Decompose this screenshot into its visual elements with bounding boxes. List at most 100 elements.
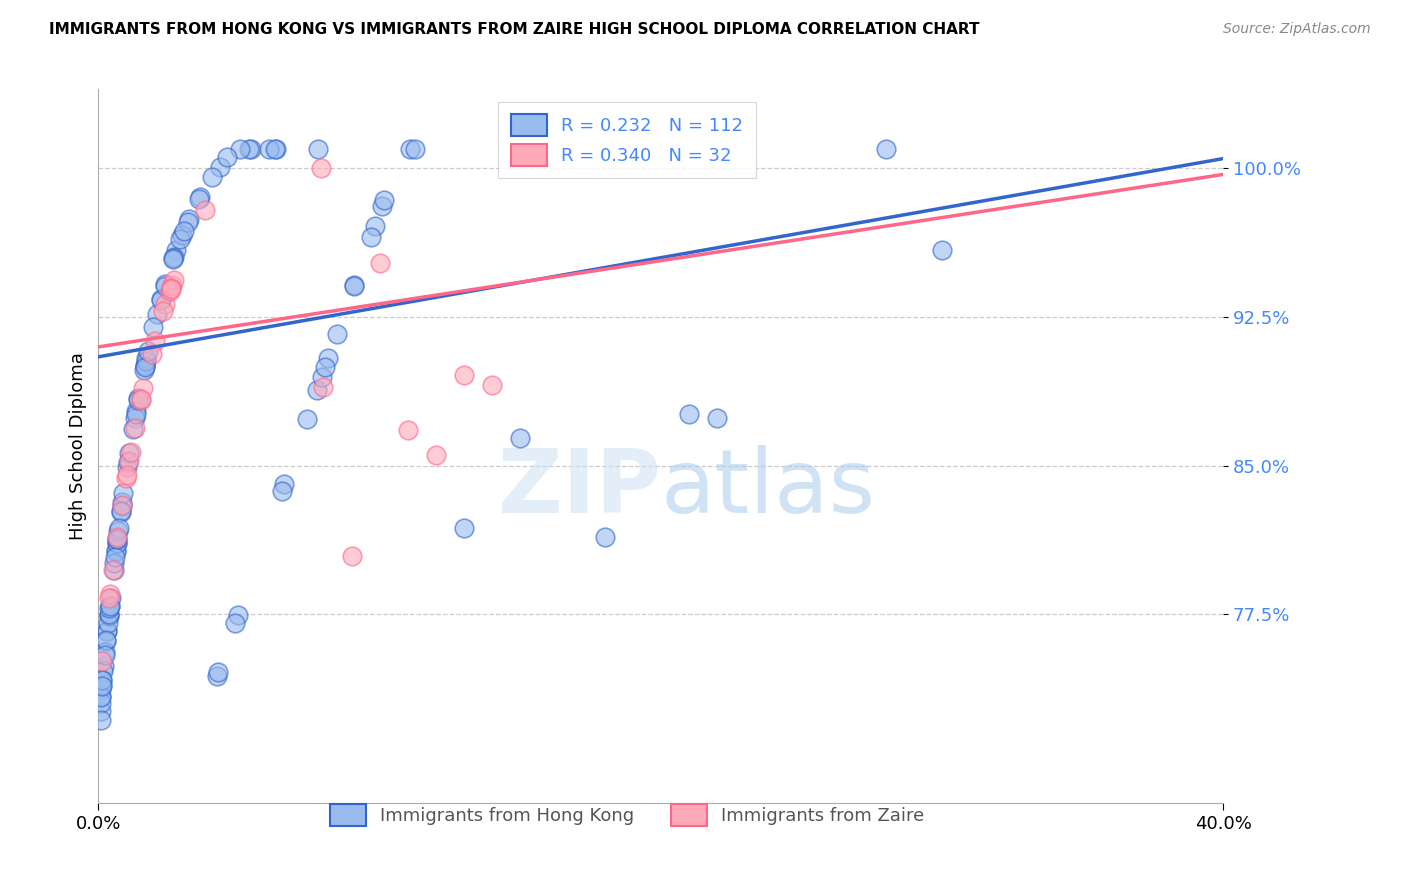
Point <box>98 591 121 605</box>
Point <box>93 648 115 662</box>
Point <box>153 278 176 293</box>
Point <box>115 467 138 482</box>
Point <box>104 544 127 558</box>
Point <box>125 404 148 418</box>
Point <box>153 277 176 291</box>
Point <box>155 297 177 311</box>
Point <box>118 453 141 467</box>
Point <box>593 530 616 544</box>
Point <box>105 532 128 546</box>
Point <box>425 448 447 462</box>
Point <box>273 477 295 491</box>
Point <box>135 351 157 366</box>
Point <box>90 689 112 703</box>
Point <box>312 379 335 393</box>
Point <box>91 673 114 687</box>
Point <box>132 363 155 377</box>
Point <box>453 521 475 535</box>
Point <box>96 624 118 639</box>
Point <box>111 498 134 512</box>
Point <box>103 556 125 570</box>
Point <box>90 678 112 692</box>
Point <box>122 422 145 436</box>
Point <box>141 347 163 361</box>
Point <box>373 193 395 207</box>
Point <box>117 455 139 469</box>
Point <box>129 392 152 407</box>
Point <box>104 550 127 565</box>
Text: atlas: atlas <box>661 445 876 533</box>
Point <box>145 307 167 321</box>
Point <box>159 284 181 298</box>
Point <box>314 360 336 375</box>
Point <box>97 615 120 630</box>
Point <box>91 673 114 687</box>
Point <box>165 244 187 258</box>
Text: ZIP: ZIP <box>498 445 661 533</box>
Point <box>90 679 112 693</box>
Point <box>340 549 363 564</box>
Point <box>115 460 138 475</box>
Point <box>169 232 191 246</box>
Point <box>110 500 132 514</box>
Point <box>90 690 112 704</box>
Point <box>98 599 121 613</box>
Point <box>93 659 115 673</box>
Point <box>115 471 138 485</box>
Point <box>124 407 146 421</box>
Point <box>103 564 125 578</box>
Point <box>104 543 127 558</box>
Point <box>177 212 200 227</box>
Point <box>326 326 349 341</box>
Point <box>134 358 156 372</box>
Point <box>205 668 228 682</box>
Point <box>162 252 184 266</box>
Point <box>110 504 132 518</box>
Point <box>98 600 121 615</box>
Point <box>399 142 422 156</box>
Point <box>98 599 121 614</box>
Point <box>105 530 128 544</box>
Point <box>224 615 246 630</box>
Point <box>107 524 129 538</box>
Point <box>368 256 391 270</box>
Point <box>343 277 366 292</box>
Text: IMMIGRANTS FROM HONG KONG VS IMMIGRANTS FROM ZAIRE HIGH SCHOOL DIPLOMA CORRELATI: IMMIGRANTS FROM HONG KONG VS IMMIGRANTS … <box>49 22 980 37</box>
Point <box>264 142 287 156</box>
Point <box>94 634 117 648</box>
Point <box>188 192 211 206</box>
Point <box>105 536 128 550</box>
Point <box>371 199 394 213</box>
Legend: Immigrants from Hong Kong, Immigrants from Zaire: Immigrants from Hong Kong, Immigrants fr… <box>322 797 932 833</box>
Point <box>229 142 252 156</box>
Point <box>931 243 953 257</box>
Point <box>509 431 531 445</box>
Point <box>90 713 112 727</box>
Point <box>98 587 121 601</box>
Point <box>143 334 166 348</box>
Point <box>149 292 172 306</box>
Point <box>149 293 172 307</box>
Point <box>124 421 146 435</box>
Point <box>678 407 700 421</box>
Point <box>188 190 211 204</box>
Point <box>124 410 146 425</box>
Point <box>107 520 129 534</box>
Point <box>118 445 141 459</box>
Point <box>226 608 249 623</box>
Point <box>239 142 262 156</box>
Point <box>110 505 132 519</box>
Point <box>364 219 387 233</box>
Point <box>96 624 118 639</box>
Point <box>152 304 174 318</box>
Point <box>217 150 239 164</box>
Point <box>90 654 112 668</box>
Point <box>127 393 149 408</box>
Point <box>201 169 224 184</box>
Point <box>94 633 117 648</box>
Point <box>97 607 120 622</box>
Point <box>453 368 475 382</box>
Point <box>94 644 117 658</box>
Point <box>295 412 318 426</box>
Point <box>90 704 112 718</box>
